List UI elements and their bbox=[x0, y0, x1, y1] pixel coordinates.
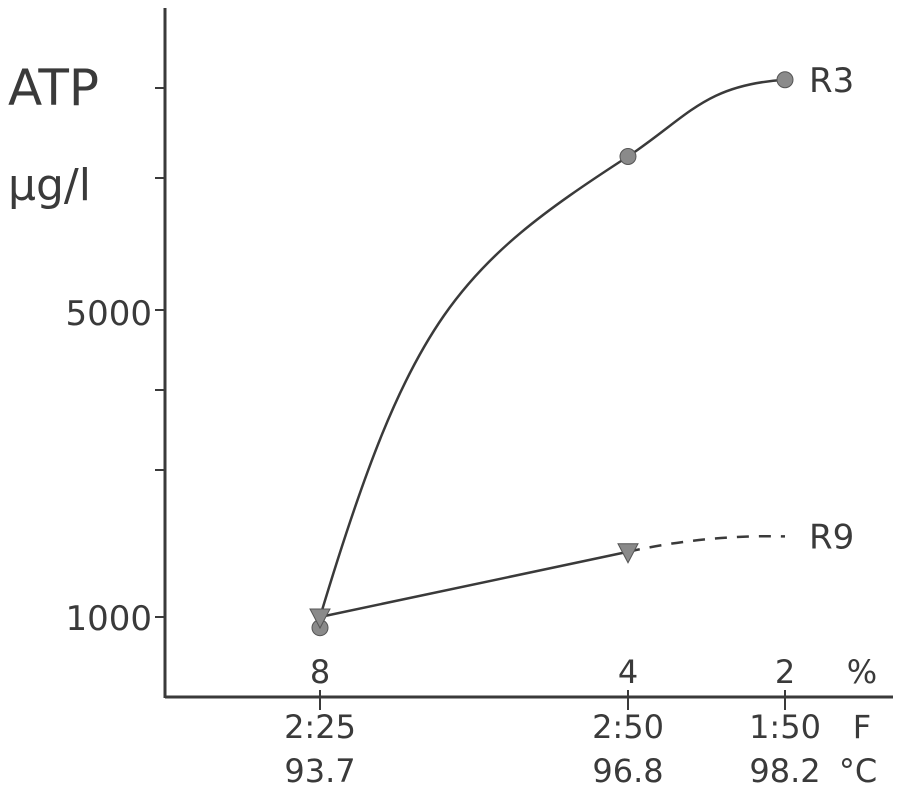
r9-label: R9 bbox=[809, 517, 854, 557]
y-tick-label-1000: 1000 bbox=[65, 599, 152, 639]
x-label-time-1: 2:25 bbox=[284, 708, 356, 746]
y-axis-title: ATP bbox=[8, 59, 99, 117]
x-unit-temp: °C bbox=[839, 752, 877, 790]
x-label-temp-2: 96.8 bbox=[592, 752, 663, 790]
x-label-time-2: 2:50 bbox=[592, 708, 664, 746]
r3-label: R3 bbox=[809, 61, 854, 101]
series-r3: R3 bbox=[311, 61, 854, 637]
y-axis-unit: µg/l bbox=[8, 160, 91, 211]
x-unit-percent: % bbox=[847, 653, 877, 691]
x-label-time-3: 1:50 bbox=[749, 708, 821, 746]
x-label-percent-4: 4 bbox=[618, 653, 638, 691]
r9-dashed-extension bbox=[627, 534, 786, 553]
x-label-percent-2: 2 bbox=[775, 653, 795, 691]
series-r9: R9 bbox=[309, 517, 854, 630]
r3-point-3 bbox=[776, 71, 794, 89]
r9-point-1 bbox=[309, 608, 331, 630]
x-label-temp-1: 93.7 bbox=[284, 752, 355, 790]
x-label-percent-8: 8 bbox=[310, 653, 330, 691]
r9-point-2 bbox=[617, 543, 639, 564]
r3-line bbox=[318, 78, 786, 618]
x-unit-time: F bbox=[853, 708, 871, 746]
r3-point-2 bbox=[619, 148, 637, 165]
y-tick-label-5000: 5000 bbox=[65, 294, 152, 334]
r9-line bbox=[319, 550, 629, 619]
x-label-temp-3: 98.2 bbox=[749, 752, 820, 790]
